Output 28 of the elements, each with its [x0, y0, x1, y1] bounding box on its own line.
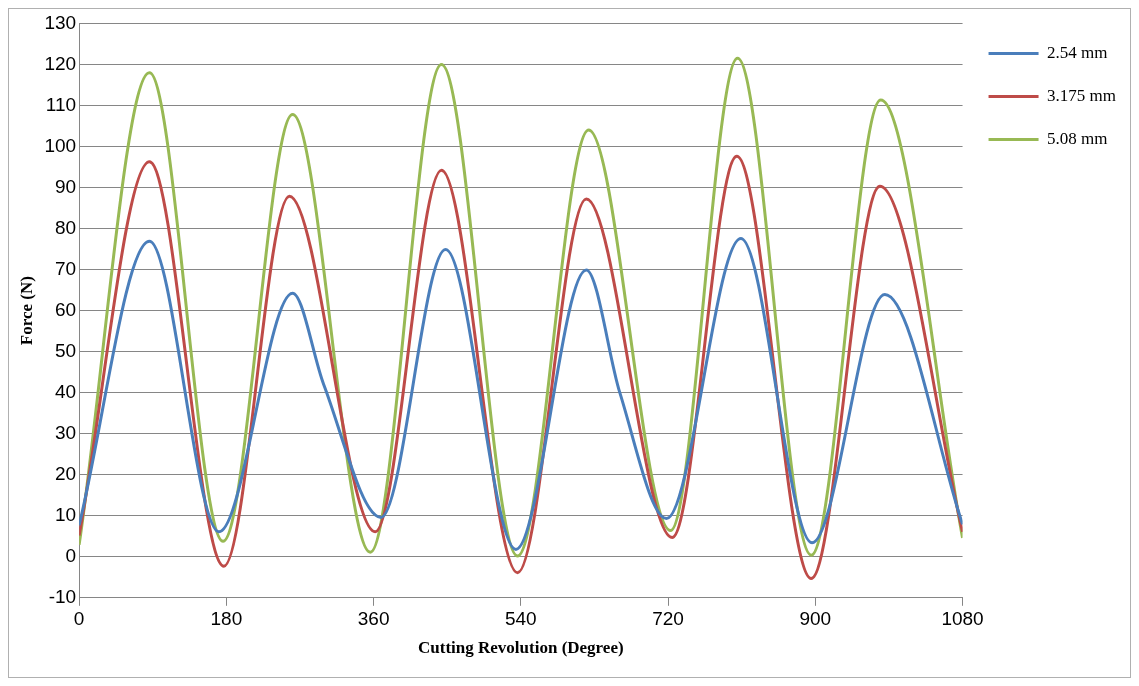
y-tick-label: -10 — [48, 586, 77, 608]
x-tick-label: 360 — [357, 608, 390, 630]
legend-label: 3.175 mm — [1047, 85, 1117, 105]
y-tick-label: 40 — [54, 380, 77, 402]
y-axis-title: Force (N) — [16, 276, 36, 346]
line-series — [79, 56, 963, 558]
y-tick-label: 90 — [54, 175, 77, 197]
y-tick-label: 130 — [44, 11, 77, 33]
legend-label: 2.54 mm — [1047, 42, 1108, 62]
line-series — [79, 236, 963, 551]
y-tick-label: 80 — [54, 216, 77, 238]
x-tick-label: 180 — [210, 608, 243, 630]
x-axis-title: Cutting Revolution (Degree) — [418, 638, 624, 658]
legend-label: 5.08 mm — [1047, 128, 1108, 148]
y-tick-label: 110 — [45, 93, 77, 115]
y-tick-label: 70 — [54, 257, 77, 279]
y-tick-label: 0 — [65, 545, 77, 567]
y-tick-label: 20 — [54, 462, 77, 484]
x-tick-label: 900 — [799, 608, 832, 630]
y-tick-label: 100 — [44, 134, 77, 156]
y-tick-label: 50 — [54, 339, 77, 361]
y-tick-label: 10 — [54, 503, 77, 525]
x-tick-label: 1080 — [941, 608, 984, 630]
y-tick-label: 120 — [44, 52, 77, 74]
y-tick-label: 30 — [54, 421, 77, 443]
x-tick-label: 720 — [652, 608, 684, 630]
x-tick-label: 540 — [504, 608, 537, 630]
y-tick-label: 60 — [54, 298, 77, 320]
